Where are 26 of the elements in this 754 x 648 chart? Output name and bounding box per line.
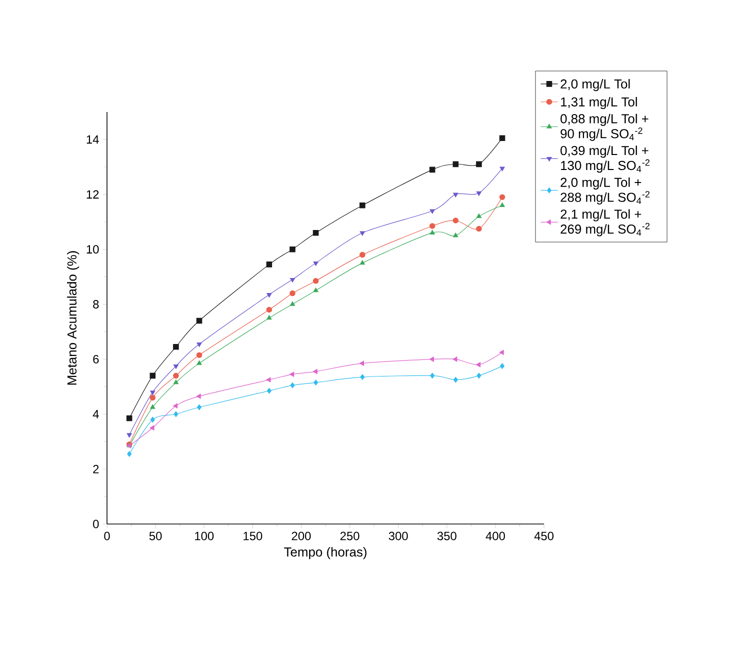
x-tick-label: 200: [292, 532, 311, 540]
legend-label: 2,1 mg/L Tol + 269 mg/L SO$_{4}$-2: [560, 209, 650, 236]
x-tick-label: 400: [486, 532, 505, 540]
x-tick-label: 450: [534, 532, 554, 540]
legend-label: 2,0 mg/L Tol: [560, 79, 630, 92]
x-tick-label: 250: [340, 532, 360, 540]
x-tick-label: 350: [437, 532, 456, 540]
y-tick-label: 8: [93, 300, 99, 308]
y-tick-label: 2: [93, 464, 99, 474]
x-tick-label: 50: [149, 532, 162, 540]
legend-label: 2,0 mg/L Tol + 288 mg/L SO$_{4}$-2: [560, 177, 650, 204]
x-tick-label: 300: [388, 532, 408, 540]
y-tick-label: 0: [93, 520, 99, 528]
legend-label: 0,88 mg/L Tol + 90 mg/L SO$_{4}$-2: [560, 114, 648, 141]
y-tick-label: 6: [93, 354, 99, 364]
legend-label: 0,39 mg/L Tol + 130 mg/L SO$_{4}$-2: [560, 146, 650, 173]
x-tick-label: 150: [244, 532, 262, 540]
x-tick-label: 100: [195, 532, 214, 540]
legend-label: 1,31 mg/L Tol: [561, 96, 637, 110]
y-tick-label: 12: [86, 190, 99, 199]
x-axis-title: Tempo (horas): [284, 547, 366, 560]
y-axis-title: Metano Acumulado (%): [67, 251, 80, 385]
x-tick-label: 0: [104, 532, 110, 540]
y-tick-label: 14: [86, 135, 99, 144]
y-tick-label: 10: [86, 245, 99, 254]
y-tick-label: 4: [92, 410, 99, 418]
